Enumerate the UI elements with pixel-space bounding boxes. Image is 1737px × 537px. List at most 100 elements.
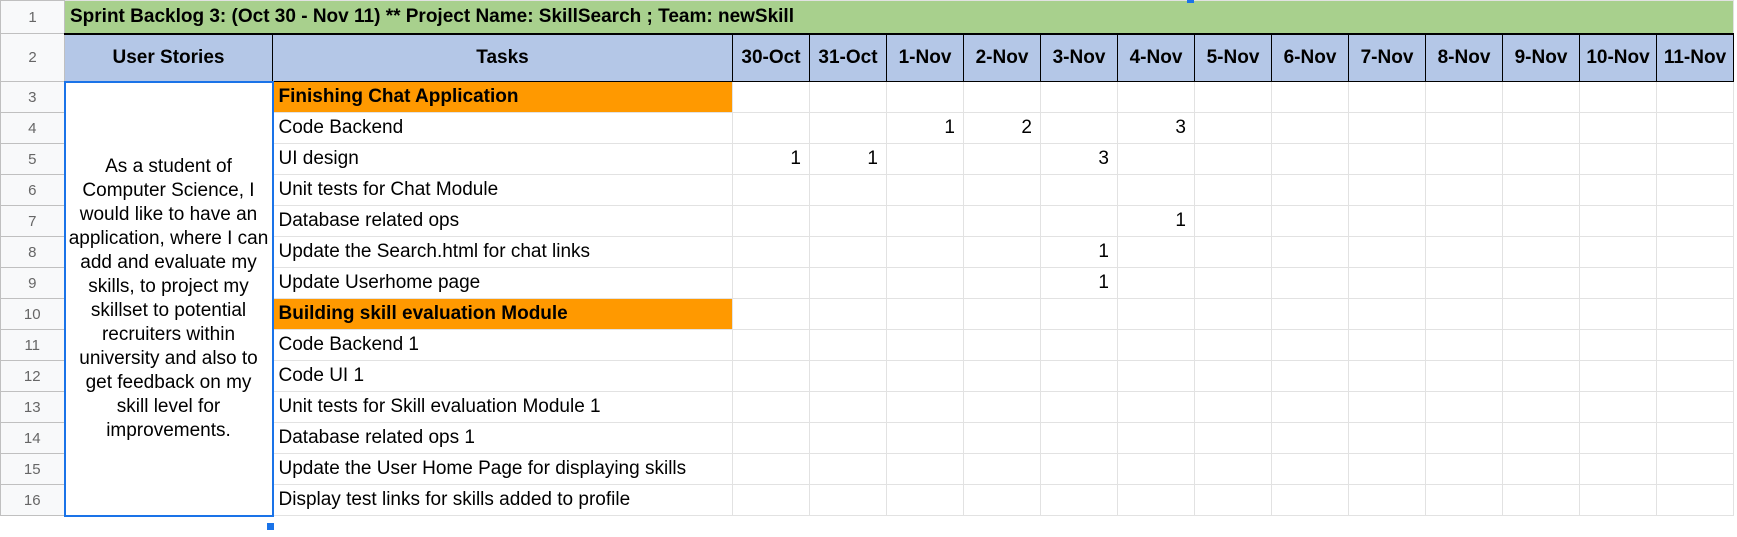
hours-cell[interactable] xyxy=(1579,81,1657,113)
hours-cell[interactable] xyxy=(963,236,1041,268)
hours-cell[interactable] xyxy=(1348,174,1426,206)
row-header[interactable]: 7 xyxy=(0,205,65,237)
hours-cell[interactable] xyxy=(1194,422,1272,454)
hours-cell[interactable] xyxy=(886,174,964,206)
hours-cell[interactable] xyxy=(886,391,964,423)
row-header[interactable]: 15 xyxy=(0,453,65,485)
hours-cell[interactable] xyxy=(732,422,810,454)
task-cell[interactable]: Display test links for skills added to p… xyxy=(271,484,733,516)
date-header-cell[interactable]: 6-Nov xyxy=(1271,33,1349,82)
hours-cell[interactable] xyxy=(886,329,964,361)
hours-cell[interactable] xyxy=(1271,174,1349,206)
hours-cell[interactable] xyxy=(1656,453,1734,485)
hours-cell[interactable] xyxy=(1656,174,1734,206)
hours-cell[interactable] xyxy=(1117,81,1195,113)
hours-cell[interactable] xyxy=(1656,267,1734,299)
hours-cell[interactable] xyxy=(809,205,887,237)
hours-cell[interactable] xyxy=(1348,81,1426,113)
hours-cell[interactable] xyxy=(1040,329,1118,361)
hours-cell[interactable] xyxy=(1502,422,1580,454)
hours-cell[interactable] xyxy=(1502,236,1580,268)
hours-cell[interactable] xyxy=(1348,391,1426,423)
hours-cell[interactable] xyxy=(1579,484,1657,516)
hours-cell[interactable] xyxy=(1425,422,1503,454)
row-header[interactable]: 11 xyxy=(0,329,65,361)
row-header[interactable]: 12 xyxy=(0,360,65,392)
hours-cell[interactable] xyxy=(1348,112,1426,144)
hours-cell[interactable] xyxy=(732,360,810,392)
hours-cell[interactable] xyxy=(1117,236,1195,268)
hours-cell[interactable] xyxy=(1656,143,1734,175)
hours-cell[interactable]: 3 xyxy=(1040,143,1118,175)
hours-cell[interactable] xyxy=(1040,484,1118,516)
task-cell[interactable]: Database related ops 1 xyxy=(271,422,733,454)
hours-cell[interactable] xyxy=(1656,391,1734,423)
hours-cell[interactable] xyxy=(1502,267,1580,299)
hours-cell[interactable] xyxy=(1040,298,1118,330)
hours-cell[interactable] xyxy=(1656,205,1734,237)
hours-cell[interactable] xyxy=(809,267,887,299)
hours-cell[interactable] xyxy=(809,298,887,330)
hours-cell[interactable] xyxy=(1271,453,1349,485)
hours-cell[interactable] xyxy=(1425,298,1503,330)
hours-cell[interactable] xyxy=(1194,453,1272,485)
hours-cell[interactable]: 1 xyxy=(1040,236,1118,268)
row-header[interactable]: 14 xyxy=(0,422,65,454)
date-header-cell[interactable]: 2-Nov xyxy=(963,33,1041,82)
hours-cell[interactable] xyxy=(1502,112,1580,144)
hours-cell[interactable] xyxy=(732,236,810,268)
hours-cell[interactable] xyxy=(1425,236,1503,268)
hours-cell[interactable] xyxy=(1194,484,1272,516)
hours-cell[interactable] xyxy=(886,236,964,268)
hours-cell[interactable] xyxy=(1271,236,1349,268)
hours-cell[interactable] xyxy=(732,112,810,144)
hours-cell[interactable] xyxy=(963,329,1041,361)
hours-cell[interactable] xyxy=(963,174,1041,206)
date-header-cell[interactable]: 3-Nov xyxy=(1040,33,1118,82)
hours-cell[interactable] xyxy=(1579,205,1657,237)
hours-cell[interactable] xyxy=(963,391,1041,423)
hours-cell[interactable] xyxy=(1579,174,1657,206)
hours-cell[interactable] xyxy=(1425,205,1503,237)
hours-cell[interactable] xyxy=(809,236,887,268)
hours-cell[interactable] xyxy=(1502,143,1580,175)
hours-cell[interactable] xyxy=(1194,81,1272,113)
hours-cell[interactable] xyxy=(1040,81,1118,113)
hours-cell[interactable] xyxy=(1117,422,1195,454)
hours-cell[interactable] xyxy=(1040,422,1118,454)
row-header[interactable]: 10 xyxy=(0,298,65,330)
hours-cell[interactable] xyxy=(1656,360,1734,392)
hours-cell[interactable] xyxy=(732,329,810,361)
hours-cell[interactable] xyxy=(1117,329,1195,361)
date-header-cell[interactable]: 1-Nov xyxy=(886,33,964,82)
task-cell[interactable]: Code Backend 1 xyxy=(271,329,733,361)
hours-cell[interactable]: 1 xyxy=(886,112,964,144)
row-header[interactable]: 4 xyxy=(0,112,65,144)
hours-cell[interactable] xyxy=(1656,236,1734,268)
hours-cell[interactable] xyxy=(1502,205,1580,237)
row-header[interactable]: 3 xyxy=(0,81,65,113)
column-resize-marker[interactable] xyxy=(1187,0,1194,3)
hours-cell[interactable] xyxy=(886,484,964,516)
hours-cell[interactable] xyxy=(1425,112,1503,144)
hours-cell[interactable] xyxy=(1425,453,1503,485)
hours-cell[interactable] xyxy=(1117,267,1195,299)
sheet-title-cell[interactable]: Sprint Backlog 3: (Oct 30 - Nov 11) ** P… xyxy=(64,0,1734,35)
hours-cell[interactable] xyxy=(1502,298,1580,330)
hours-cell[interactable] xyxy=(1425,484,1503,516)
hours-cell[interactable] xyxy=(1040,205,1118,237)
hours-cell[interactable] xyxy=(1117,174,1195,206)
hours-cell[interactable] xyxy=(1117,391,1195,423)
hours-cell[interactable] xyxy=(1271,267,1349,299)
hours-cell[interactable] xyxy=(1348,360,1426,392)
hours-cell[interactable] xyxy=(1656,298,1734,330)
hours-cell[interactable] xyxy=(1117,298,1195,330)
user-stories-header[interactable]: User Stories xyxy=(64,33,273,82)
date-header-cell[interactable]: 30-Oct xyxy=(732,33,810,82)
hours-cell[interactable] xyxy=(1194,391,1272,423)
row-header[interactable]: 5 xyxy=(0,143,65,175)
hours-cell[interactable] xyxy=(1040,360,1118,392)
task-cell[interactable]: Update the Search.html for chat links xyxy=(271,236,733,268)
hours-cell[interactable] xyxy=(1579,422,1657,454)
hours-cell[interactable] xyxy=(963,453,1041,485)
